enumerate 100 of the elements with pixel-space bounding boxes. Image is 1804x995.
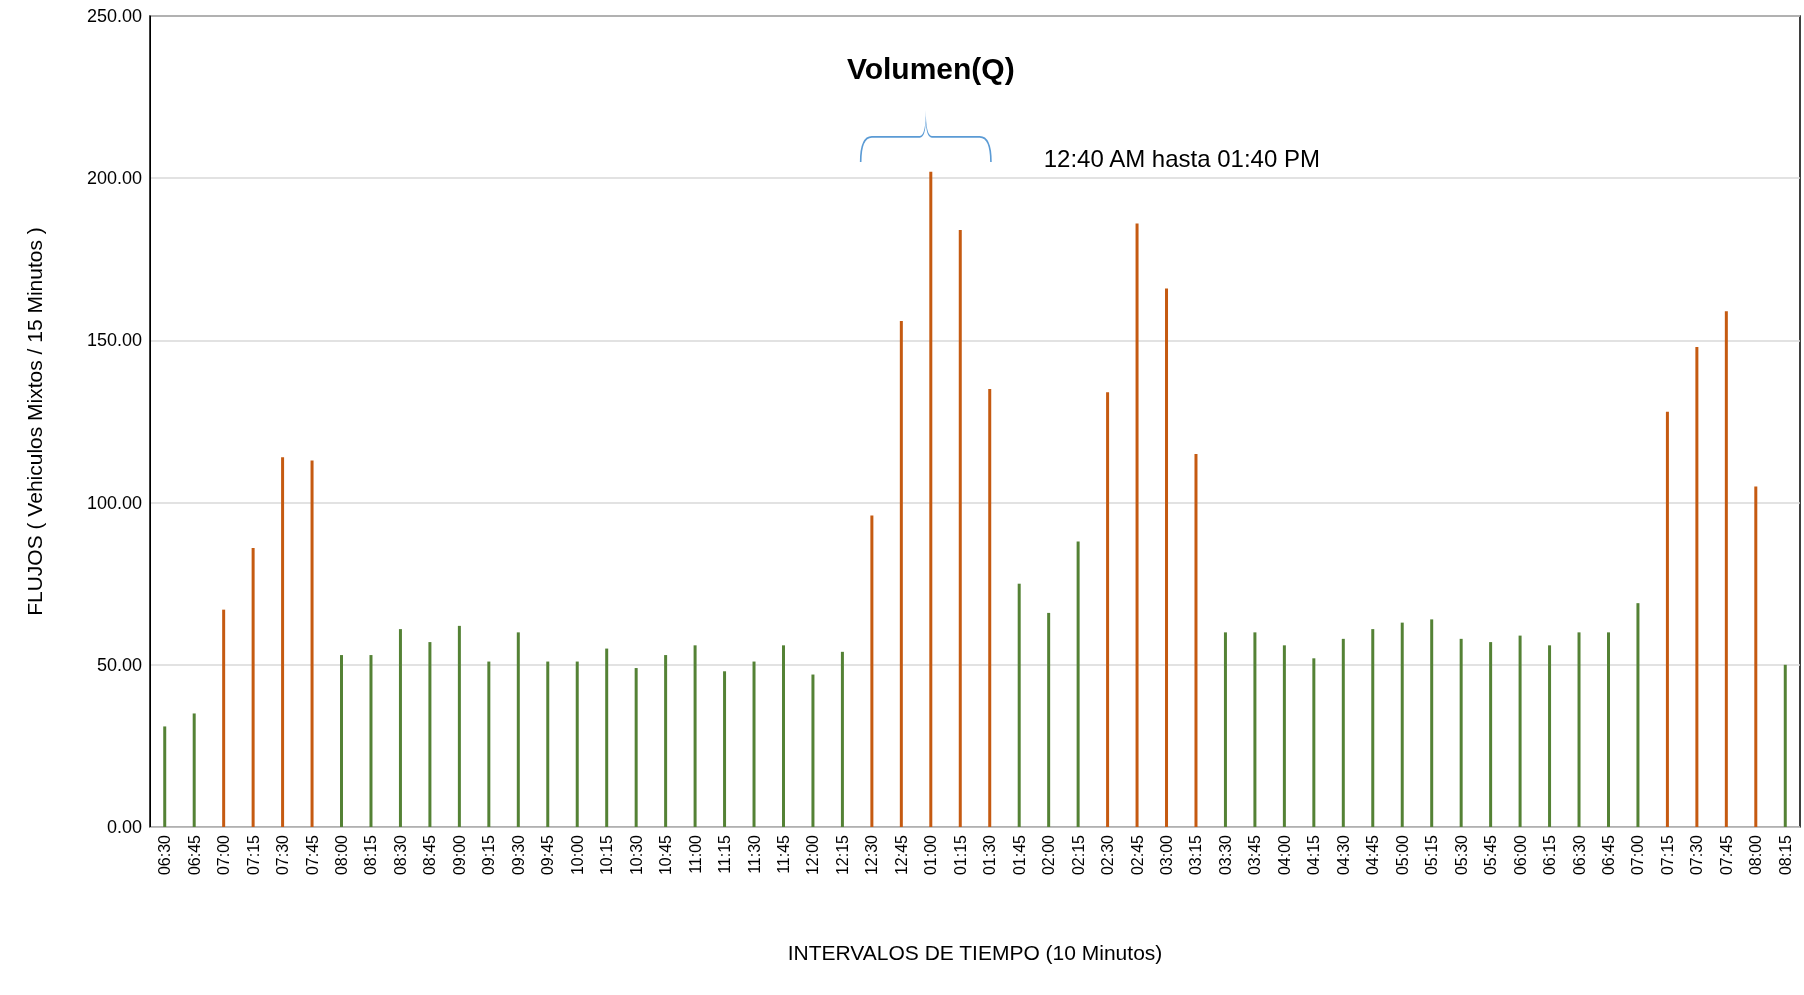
bar xyxy=(664,655,668,827)
x-tick-label: 10:45 xyxy=(657,834,675,876)
bar xyxy=(1047,612,1051,827)
x-tick-label: 06:30 xyxy=(1570,834,1588,876)
y-tick-label: 50.00 xyxy=(96,654,142,675)
bar xyxy=(1489,642,1493,827)
bar xyxy=(811,674,815,827)
x-tick-label: 02:45 xyxy=(1128,834,1146,876)
x-tick-label: 08:30 xyxy=(391,834,409,876)
bar xyxy=(1665,411,1669,827)
bar xyxy=(398,629,402,827)
bar xyxy=(1165,288,1169,827)
x-tick-label: 01:15 xyxy=(951,834,969,876)
x-tick-label: 12:45 xyxy=(892,834,910,876)
x-tick-label: 01:00 xyxy=(922,834,940,876)
bar xyxy=(1459,638,1463,827)
annotation: 12:40 AM hasta 01:40 PM xyxy=(1043,145,1320,173)
x-tick-label: 09:30 xyxy=(509,834,527,876)
x-tick-label: 06:30 xyxy=(156,834,174,876)
bar xyxy=(575,661,579,827)
bar xyxy=(1076,541,1080,827)
x-tick-label: 07:45 xyxy=(303,834,321,876)
y-axis-title: FLUJOS ( Vehiculos Mixtos / 15 Minutos ) xyxy=(23,227,46,616)
x-tick-label: 09:15 xyxy=(480,834,498,876)
x-tick-label: 02:30 xyxy=(1099,834,1117,876)
x-tick-label: 05:45 xyxy=(1482,834,1500,876)
x-tick-label: 04:45 xyxy=(1364,834,1382,876)
bar xyxy=(340,655,344,827)
x-tick-label: 04:00 xyxy=(1275,834,1293,876)
y-tick-label: 100.00 xyxy=(86,492,142,513)
x-tick-label: 06:45 xyxy=(1599,834,1617,876)
x-tick-label: 07:30 xyxy=(1688,834,1706,876)
bar xyxy=(605,648,609,827)
bar xyxy=(516,632,520,827)
bar xyxy=(1282,645,1286,827)
x-tick-label: 04:30 xyxy=(1334,834,1352,876)
x-tick-label: 11:00 xyxy=(686,834,704,874)
x-tick-label: 06:45 xyxy=(185,834,203,876)
x-tick-label: 10:15 xyxy=(598,834,616,876)
x-tick-label: 11:30 xyxy=(745,834,763,874)
bar xyxy=(192,713,196,827)
x-tick-label: 02:15 xyxy=(1069,834,1087,876)
bar xyxy=(1783,664,1787,827)
x-tick-label: 07:00 xyxy=(1629,834,1647,876)
x-tick-label: 07:00 xyxy=(215,834,233,876)
bar xyxy=(1724,311,1728,827)
bar xyxy=(428,642,432,827)
x-tick-label: 08:00 xyxy=(333,834,351,876)
bar xyxy=(693,645,697,827)
bar xyxy=(1400,622,1404,827)
x-tick-label: 02:00 xyxy=(1040,834,1058,876)
bar xyxy=(1017,583,1021,827)
x-tick-label: 01:45 xyxy=(1010,834,1028,876)
bar xyxy=(1636,603,1640,827)
bar xyxy=(958,230,962,827)
x-tick-label: 07:30 xyxy=(274,834,292,876)
bar xyxy=(1430,619,1434,827)
x-tick-label: 05:30 xyxy=(1452,834,1470,876)
y-tick-label: 250.00 xyxy=(86,6,142,26)
bar xyxy=(723,671,727,827)
y-tick-label: 200.00 xyxy=(86,168,142,189)
bar xyxy=(1253,632,1257,827)
x-tick-label: 08:15 xyxy=(362,834,380,876)
bar xyxy=(487,661,491,827)
text: Volumen(Q) xyxy=(846,51,1015,85)
x-tick-label: 10:00 xyxy=(568,834,586,876)
bar xyxy=(634,668,638,827)
bar xyxy=(781,645,785,827)
bar xyxy=(251,548,255,827)
y-tick-label: 0.00 xyxy=(106,817,142,837)
bar xyxy=(1695,346,1699,827)
bar xyxy=(1548,645,1552,827)
bar xyxy=(1223,632,1227,827)
bar xyxy=(369,655,373,827)
x-tick-label: 03:00 xyxy=(1158,834,1176,876)
bar xyxy=(1341,638,1345,827)
x-tick-label: 12:00 xyxy=(804,834,822,876)
bar xyxy=(1371,629,1375,827)
bar xyxy=(546,661,550,827)
x-tick-label: 08:45 xyxy=(421,834,439,876)
bar xyxy=(1312,658,1316,827)
x-tick-label: 06:00 xyxy=(1511,834,1529,876)
x-tick-label: 03:30 xyxy=(1216,834,1234,876)
x-tick-label: 10:30 xyxy=(627,834,645,876)
bar xyxy=(310,460,314,827)
x-tick-label: 11:15 xyxy=(716,834,734,874)
x-tick-label: 07:15 xyxy=(244,834,262,876)
bar xyxy=(899,320,903,827)
bar xyxy=(1135,223,1139,827)
x-tick-label: 08:15 xyxy=(1776,834,1794,876)
bar xyxy=(222,609,226,827)
x-axis-title: INTERVALOS DE TIEMPO (10 Minutos) xyxy=(787,941,1163,964)
x-tick-label: 05:15 xyxy=(1423,834,1441,876)
x-tick-label: 04:15 xyxy=(1305,834,1323,876)
x-tick-label: 09:00 xyxy=(450,834,468,876)
bar xyxy=(752,661,756,827)
x-tick-label: 06:15 xyxy=(1541,834,1559,876)
bar xyxy=(840,651,844,827)
x-tick-label: 11:45 xyxy=(774,834,792,874)
x-tick-label: 08:00 xyxy=(1747,834,1765,876)
